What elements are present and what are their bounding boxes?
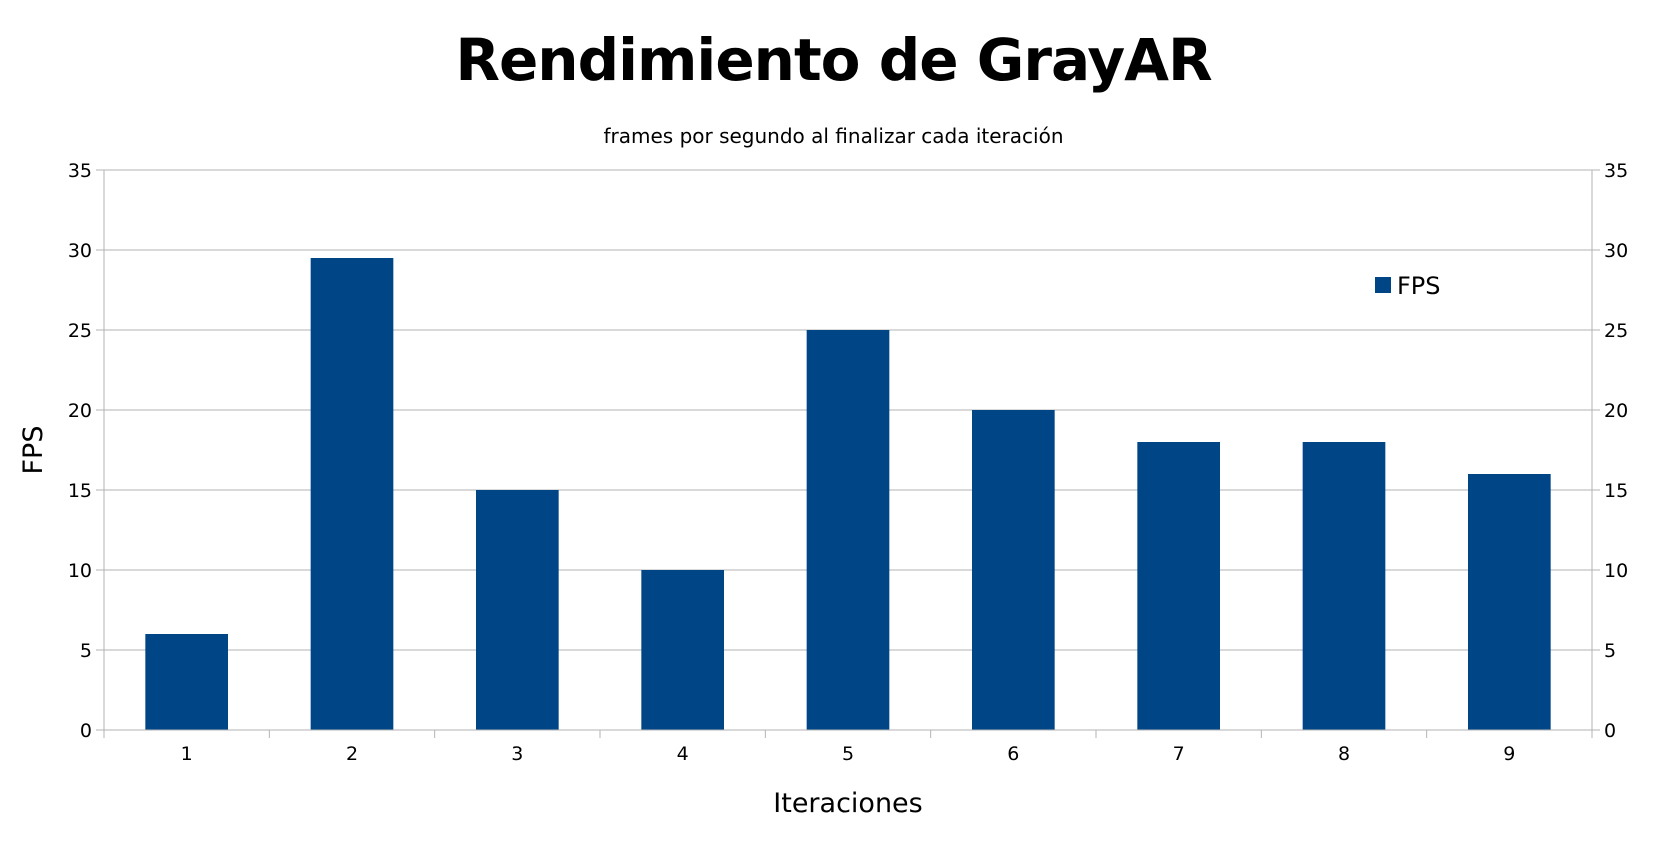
y2-tick-label: 25 xyxy=(1604,320,1628,342)
x-tick-label: 2 xyxy=(346,743,358,765)
y-tick-label: 5 xyxy=(80,640,92,662)
x-tick-label: 3 xyxy=(511,743,523,765)
x-tick-label: 6 xyxy=(1007,743,1019,765)
y-tick-label: 0 xyxy=(80,720,92,742)
x-tick-label: 9 xyxy=(1503,743,1515,765)
chart-subtitle: frames por segundo al finalizar cada ite… xyxy=(603,124,1064,148)
y2-tick-label: 5 xyxy=(1604,640,1616,662)
axes xyxy=(96,169,1600,738)
y2-tick-label: 10 xyxy=(1604,560,1628,582)
bar xyxy=(145,634,228,730)
y-tick-label: 25 xyxy=(68,320,92,342)
y-tick-label: 35 xyxy=(68,160,92,182)
y-tick-label: 15 xyxy=(68,480,92,502)
x-tick-label: 5 xyxy=(842,743,854,765)
legend-label: FPS xyxy=(1397,272,1441,300)
bar xyxy=(972,410,1055,730)
y-tick-label: 10 xyxy=(68,560,92,582)
chart-title: Rendimiento de GrayAR xyxy=(455,26,1212,94)
y2-tick-label: 15 xyxy=(1604,480,1628,502)
y2-tick-label: 0 xyxy=(1604,720,1616,742)
x-axis-label: Iteraciones xyxy=(773,788,922,819)
y2-tick-label: 30 xyxy=(1604,240,1628,262)
bar xyxy=(806,330,890,730)
bar xyxy=(476,490,559,730)
legend: FPS xyxy=(1375,272,1441,300)
bar xyxy=(310,258,394,730)
x-tick-label: 7 xyxy=(1173,743,1185,765)
y-tick-label: 20 xyxy=(68,400,92,422)
bar xyxy=(641,570,724,730)
bar xyxy=(1137,442,1220,730)
y2-tick-label: 35 xyxy=(1604,160,1628,182)
legend-swatch xyxy=(1375,277,1391,293)
y-tick-label: 30 xyxy=(68,240,92,262)
bar xyxy=(1468,474,1551,730)
x-tick-label: 4 xyxy=(677,743,689,765)
y2-tick-label: 20 xyxy=(1604,400,1628,422)
x-tick-label: 1 xyxy=(181,743,193,765)
y-axis-label: FPS xyxy=(18,426,49,475)
x-tick-label: 8 xyxy=(1338,743,1350,765)
tick-labels: 0 0 5 5 10 10 15 15 20 20 25 25 30 30 35 35 1 2 3 4 5 6 7 8 9 xyxy=(68,160,1628,765)
bars xyxy=(145,258,1551,730)
bar xyxy=(1302,442,1386,730)
